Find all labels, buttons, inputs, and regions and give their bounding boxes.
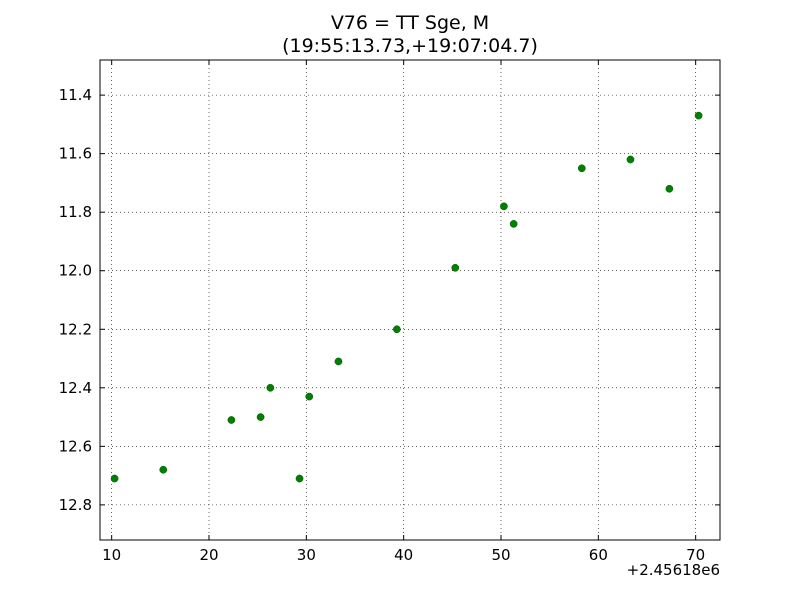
plot-area [100,60,720,540]
data-point [295,474,304,483]
x-tick-label: 70 [686,546,705,564]
data-point [626,155,635,164]
chart-title: V76 = TT Sge, M [331,12,489,34]
x-tick-label: 20 [199,546,218,564]
data-point [159,465,168,474]
data-point [577,164,586,173]
y-tick-label: 12.8 [59,496,92,514]
data-point [451,263,460,272]
x-tick-label: 50 [491,546,510,564]
grid [100,60,720,540]
data-points [110,111,703,483]
chart-subtitle: (19:55:13.73,+19:07:04.7) [282,35,538,57]
plot-frame [99,59,721,541]
data-point [393,325,401,334]
data-point [334,357,343,366]
x-tick-label: 60 [589,546,608,564]
data-point [266,383,275,392]
x-offset-label: +2.45618e6 [627,561,720,579]
data-point [509,220,518,228]
x-tick-label: 40 [394,546,413,564]
y-tick-label: 12.0 [59,262,92,280]
y-tick-label: 11.6 [59,145,92,163]
ticks: 10 20 30 40 50 60 70 11.4 11.6 11.8 12.0 12.2 12.4 12… [59,60,720,564]
y-tick-label: 12.6 [59,437,92,455]
y-tick-label: 12.2 [59,320,92,338]
y-tick-label: 11.4 [59,86,92,104]
x-tick-label: 30 [297,546,316,564]
data-point [227,416,236,424]
data-point [256,413,265,421]
x-tick-label: 10 [102,546,121,564]
data-point [500,202,508,211]
data-point [694,111,703,120]
data-point [110,474,119,483]
data-point [305,392,314,401]
y-tick-label: 12.4 [59,379,92,397]
data-point [665,184,674,193]
y-tick-label: 11.8 [59,203,92,221]
